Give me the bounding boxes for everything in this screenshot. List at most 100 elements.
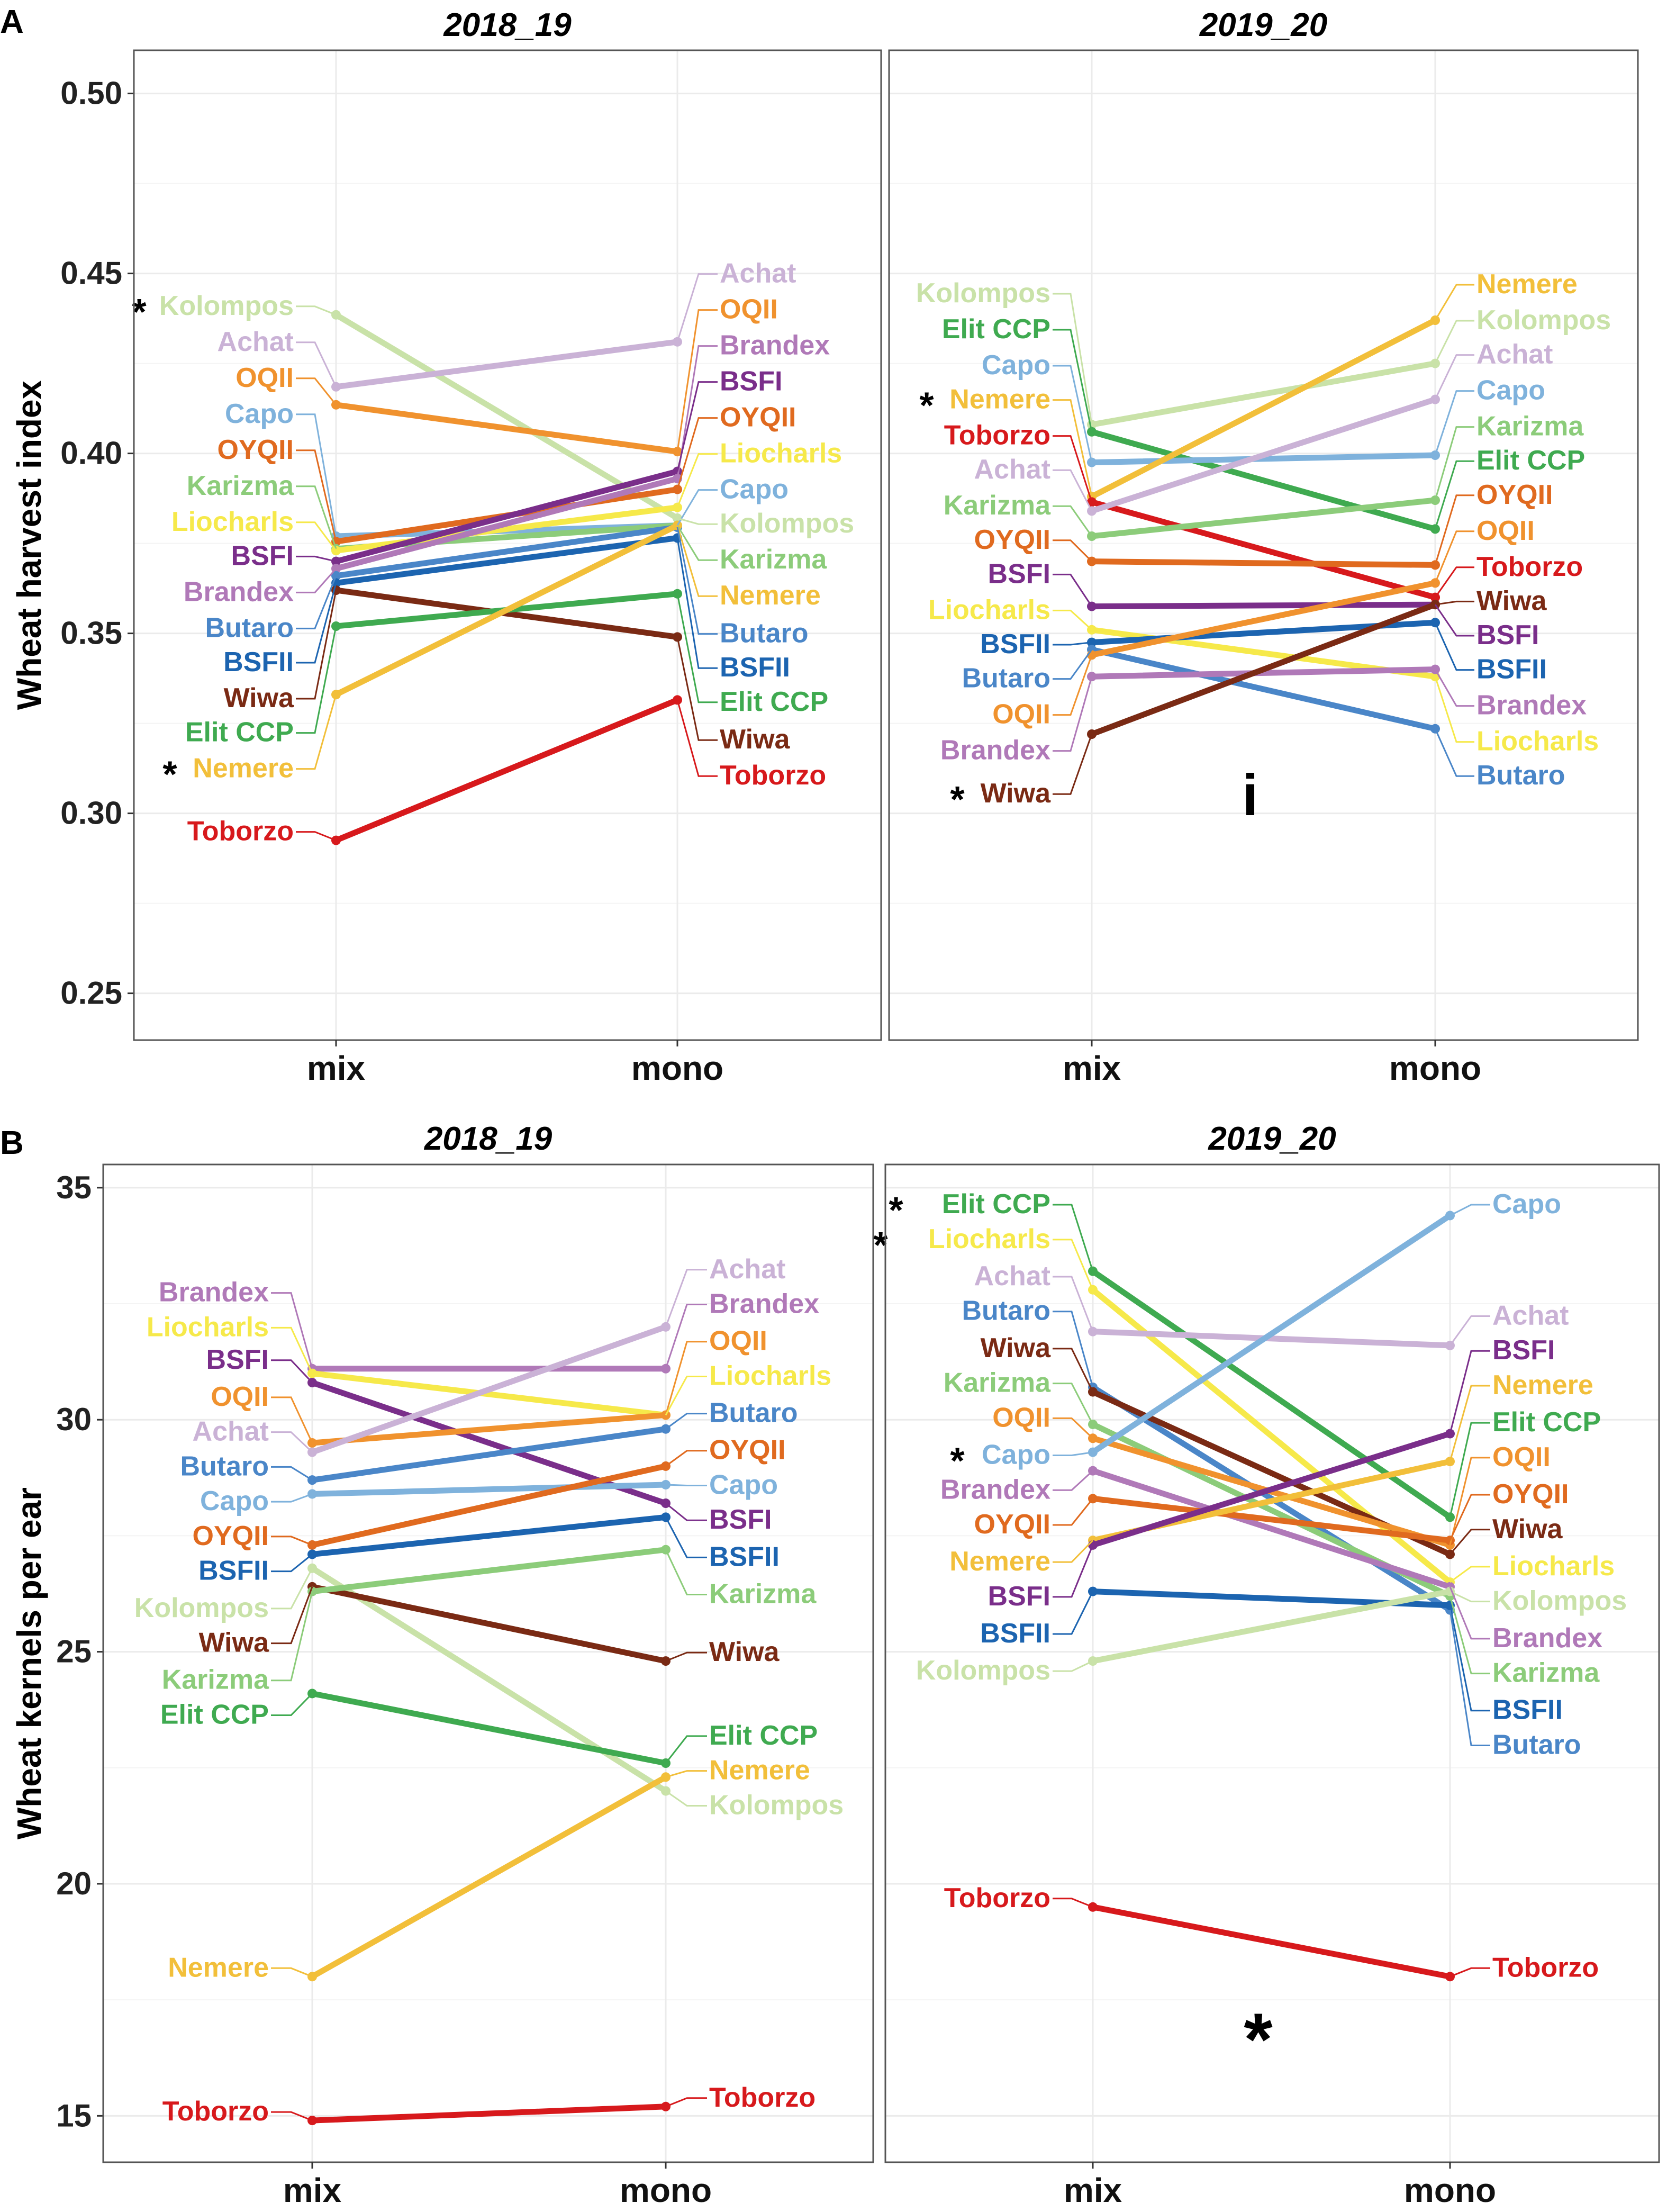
label-connector — [271, 1554, 313, 1573]
data-label-mono-Nemere: Nemere — [720, 580, 821, 611]
label-connector — [1053, 642, 1092, 646]
data-label-mix-Elit CCP: Elit CCP — [160, 1699, 269, 1730]
label-connector — [1053, 1470, 1094, 1491]
label-connector — [296, 831, 337, 841]
label-connector — [665, 1790, 707, 1807]
data-label-mix-BSFI: BSFI — [988, 1581, 1050, 1612]
series-line-Toborzo — [1089, 499, 1438, 601]
label-connector — [271, 1326, 313, 1374]
data-label-mix-Achat: Achat — [974, 1261, 1050, 1292]
data-label-mono-OQII: OQII — [720, 294, 778, 325]
x-tick-label: mix — [283, 2171, 342, 2209]
label-connector — [271, 1431, 313, 1453]
series-line-Liocharls — [309, 1370, 669, 1418]
data-label-mix-Liocharls: Liocharls — [171, 507, 294, 537]
y-axis-title: Wheat kernels per ear — [10, 1487, 48, 1839]
label-connector — [296, 694, 337, 770]
data-label-mix-Nemere: Nemere — [949, 1546, 1050, 1577]
data-label-mono-Elit CCP: Elit CCP — [720, 687, 828, 717]
label-connector — [271, 1493, 313, 1503]
label-connector — [1053, 469, 1093, 512]
series-line-OYQII — [1090, 1495, 1453, 1543]
label-connector — [1053, 654, 1093, 716]
panel-border — [888, 49, 1639, 1041]
data-label-mono-Toborzo: Toborzo — [709, 2082, 816, 2113]
label-connector — [271, 1466, 313, 1481]
data-label-mix-BSFI: BSFI — [988, 558, 1050, 589]
label-connector — [296, 555, 337, 563]
label-connector — [1434, 354, 1474, 400]
significance-star: * — [162, 754, 177, 795]
data-label-mono-Kolompos: Kolompos — [1492, 1586, 1627, 1617]
label-connector — [1449, 1315, 1490, 1346]
data-label-mix-Nemere: Nemere — [193, 753, 294, 784]
label-connector — [677, 517, 718, 525]
series-line-Toborzo — [333, 697, 681, 844]
y-tick-label: 0.45 — [60, 256, 122, 291]
data-label-mix-Brandex: Brandex — [184, 576, 294, 607]
label-connector — [1434, 566, 1474, 598]
x-tick-label: mix — [1064, 2171, 1122, 2209]
label-connector — [296, 626, 337, 734]
x-tick-label: mono — [620, 2171, 712, 2209]
data-label-mix-Kolompos: Kolompos — [916, 1655, 1050, 1686]
data-label-mono-Butaro: Butaro — [1492, 1729, 1581, 1760]
significance-star: * — [950, 779, 965, 820]
label-connector — [665, 1651, 707, 1662]
y-tick-label: 25 — [56, 1634, 92, 1669]
label-connector — [1053, 329, 1093, 432]
data-label-mono-Kolompos: Kolompos — [720, 508, 854, 539]
label-connector — [1053, 539, 1093, 562]
series-line-Nemere — [333, 522, 681, 698]
label-connector — [296, 305, 337, 316]
data-label-mix-OQII: OQII — [992, 699, 1050, 730]
label-connector — [676, 417, 718, 490]
data-label-mono-Butaro: Butaro — [1476, 760, 1565, 791]
label-connector — [1053, 1591, 1094, 1635]
label-connector — [296, 583, 337, 664]
x-tick-label: mix — [307, 1049, 366, 1087]
series-line-Achat — [1089, 396, 1438, 514]
y-tick-label: 0.50 — [60, 76, 122, 111]
x-tick-label: mix — [1063, 1049, 1121, 1087]
label-connector — [1434, 390, 1474, 456]
data-label-mono-OYQII: OYQII — [1476, 480, 1553, 510]
data-label-mono-Toborzo: Toborzo — [720, 760, 826, 791]
series-line-Butaro — [1089, 646, 1438, 732]
data-label-mix-Achat: Achat — [974, 454, 1050, 485]
facet-title: 2019_20 — [1199, 7, 1327, 43]
label-connector — [676, 538, 718, 669]
y-axis-title: Wheat harvest index — [10, 380, 48, 710]
label-connector — [271, 2111, 313, 2121]
data-label-mono-BSFI: BSFI — [709, 1504, 772, 1535]
label-connector — [271, 1591, 313, 1682]
plot-background — [103, 1164, 873, 2162]
label-connector — [676, 453, 718, 508]
label-connector — [1449, 1591, 1490, 1603]
label-connector — [1434, 604, 1474, 637]
data-label-mono-Achat: Achat — [720, 258, 796, 289]
data-label-mono-Brandex: Brandex — [709, 1289, 819, 1320]
label-connector — [1053, 1348, 1094, 1393]
label-connector — [1053, 1417, 1094, 1439]
series-line-Capo — [309, 1482, 669, 1497]
series-line-BSFII — [309, 1514, 669, 1557]
plot-background — [134, 50, 881, 1040]
label-connector — [676, 345, 718, 479]
label-connector — [1053, 1545, 1094, 1598]
label-connector — [1434, 460, 1474, 529]
data-label-mix-Liocharls: Liocharls — [928, 594, 1050, 625]
series-line-OQII — [333, 402, 681, 455]
data-label-mono-Elit CCP: Elit CCP — [1492, 1407, 1601, 1438]
data-label-mix-OYQII: OYQII — [193, 1521, 269, 1551]
label-connector — [676, 309, 718, 452]
facet-2018_19: 2018_19 Kolompos * Achat OQII Capo OYQII Karizm… — [132, 7, 882, 1087]
data-label-mix-Capo: Capo — [982, 1440, 1050, 1470]
label-connector — [271, 1568, 313, 1610]
data-label-mono-OYQII: OYQII — [720, 402, 796, 433]
data-label-mono-Karizma: Karizma — [1476, 411, 1584, 442]
series-line-Toborzo — [309, 2103, 669, 2124]
label-connector — [1053, 734, 1093, 795]
panel-border — [102, 1163, 874, 2163]
data-label-mono-Wiwa: Wiwa — [709, 1637, 780, 1667]
